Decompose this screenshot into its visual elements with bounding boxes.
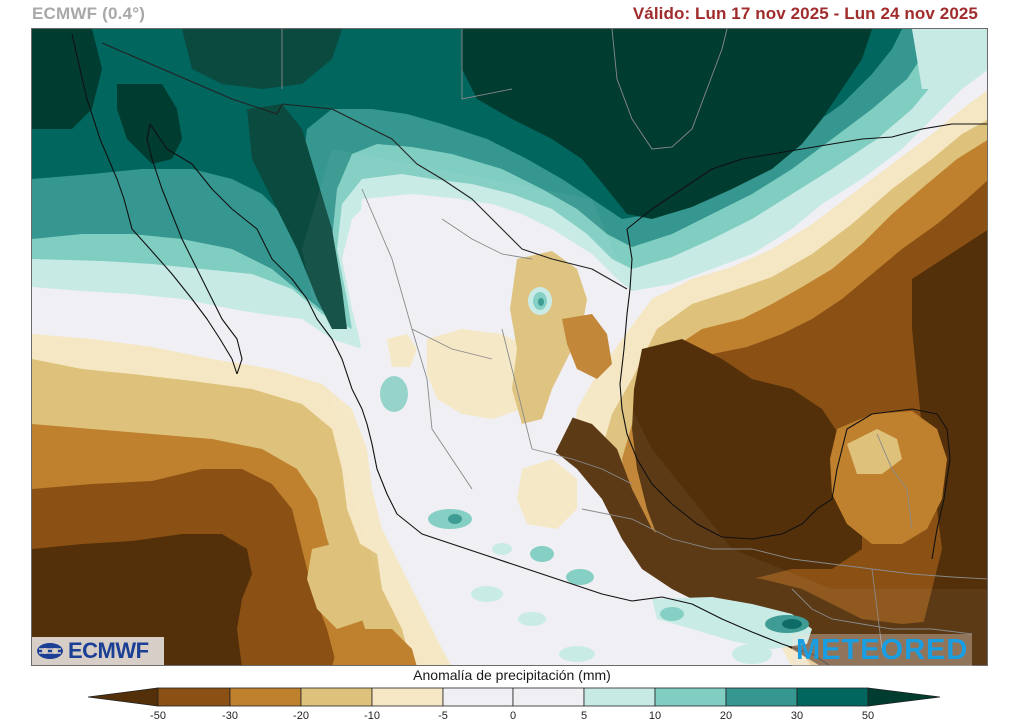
model-label: ECMWF (0.4°) [32,4,146,23]
colorbar-title: Anomalía de precipitación (mm) [413,667,611,683]
colorbar-tick: 10 [648,710,662,722]
colorbar [0,686,1024,708]
colorbar-tick: 50 [861,710,875,722]
valid-date-range: Válido: Lun 17 nov 2025 - Lun 24 nov 202… [632,4,978,23]
colorbar-tick: 30 [790,710,804,722]
colorbar-tick: -5 [438,710,448,722]
colorbar-tick: 5 [580,710,588,722]
colorbar-swatches [87,687,941,707]
colorbar-tick: 0 [509,710,517,722]
map-fill-layers [32,29,987,665]
colorbar-tick: 20 [719,710,733,722]
colorbar-tick: -20 [293,710,309,722]
ecmwf-emblem-icon [37,643,63,659]
colorbar-tick: -50 [150,710,166,722]
colorbar-tick: -30 [222,710,238,722]
ecmwf-logo: ECMWF [32,637,164,665]
ecmwf-logo-text: ECMWF [68,638,149,663]
precipitation-anomaly-map[interactable] [31,28,988,666]
colorbar-tick: -10 [364,710,380,722]
meteored-logo: METEORED [792,634,973,666]
